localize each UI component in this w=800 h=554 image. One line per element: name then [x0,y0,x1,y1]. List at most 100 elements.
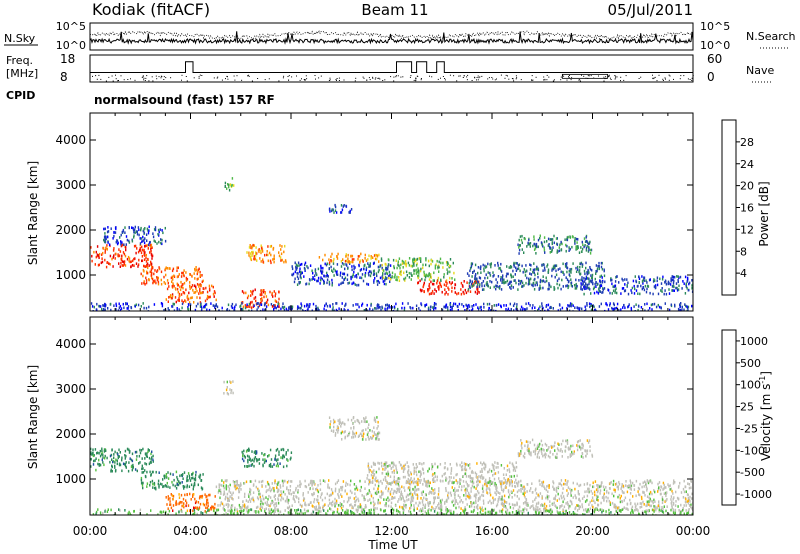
echo-cell [110,468,112,472]
echo-cell [503,488,505,492]
echo-cell [390,510,392,513]
echo-cell [544,487,546,490]
echo-cell [271,305,274,308]
echo-cell [329,305,331,308]
echo-cell [189,492,191,496]
echo-cell [314,274,316,278]
echo-cell [155,281,157,285]
echo-cell [115,458,117,462]
echo-cell [681,287,683,290]
freq-left-label-2: [MHz] [6,67,38,80]
echo-cell [567,492,569,495]
echo-cell [267,245,269,248]
echo-cell [356,510,359,514]
echo-cell [353,270,355,274]
echo-cell [304,261,307,265]
echo-cell [452,489,455,492]
echo-cell [651,303,654,306]
echo-cell [186,485,188,489]
nave-dot [687,78,689,80]
nave-dot [304,79,306,81]
echo-cell [341,208,344,212]
echo-cell [434,288,436,291]
echo-cell [186,278,189,281]
echo-cell [199,305,202,308]
echo-cell [391,271,394,275]
echo-cell [410,500,412,503]
nave-dot [181,74,183,76]
echo-cell [214,506,216,510]
echo-cell [510,287,512,290]
echo-cell [542,480,545,484]
echo-cell [581,307,583,311]
echo-cell [110,227,112,230]
echo-cell [117,453,119,456]
echo-cell [249,490,251,494]
echo-cell [186,296,188,299]
nave-dot [588,75,590,77]
echo-cell [184,493,186,497]
echo-cell [268,508,270,511]
echo-cell [132,463,134,467]
echo-cell [539,284,541,288]
echo-cell [551,241,553,244]
echo-cell [362,279,365,283]
echo-cell [228,185,230,189]
echo-cell [323,274,325,278]
echo-cell [535,492,538,495]
echo-cell [355,303,357,306]
echo-cell [447,293,449,296]
echo-cell [434,508,436,511]
echo-cell [224,479,227,482]
echo-cell [457,502,459,505]
nave-dot [96,78,98,80]
echo-cell [401,506,403,509]
echo-cell [555,494,557,498]
echo-cell [645,279,647,282]
echo-cell [177,266,179,270]
echo-cell [468,305,471,308]
echo-cell [340,260,343,263]
nave-dot [328,80,330,81]
echo-cell [535,487,537,491]
echo-cell [431,289,434,293]
echo-cell [248,251,250,255]
echo-cell [491,280,493,284]
echo-cell [438,260,440,264]
echo-cell [332,492,334,495]
echo-cell [299,273,302,277]
echo-cell [584,285,587,288]
echo-cell [683,282,685,285]
echo-cell [397,487,399,491]
echo-cell [423,462,425,465]
echo-cell [151,479,154,483]
echo-cell [92,448,94,451]
echo-cell [548,282,550,285]
echo-cell [482,484,484,488]
nave-dot [145,77,147,79]
echo-cell [181,299,183,302]
echo-cell [317,267,320,271]
echo-cell [517,480,520,484]
echo-cell [140,237,143,240]
echo-cell [304,485,306,488]
echo-cell [145,462,148,466]
echo-cell [535,502,538,506]
echo-cell [548,287,550,291]
echo-cell [233,309,235,311]
echo-cell [114,257,116,260]
echo-cell [117,309,120,311]
echo-cell [298,264,300,267]
echo-cell [342,205,344,208]
echo-cell [667,282,669,286]
nave-dot [379,78,381,80]
echo-cell [242,504,244,507]
nave-dot [543,79,545,81]
echo-cell [493,274,495,277]
echo-cell [172,497,174,501]
echo-cell [231,183,233,187]
echo-cell [323,279,325,283]
echo-cell [152,454,154,458]
echo-cell [556,249,559,252]
echo-cell [571,488,573,492]
